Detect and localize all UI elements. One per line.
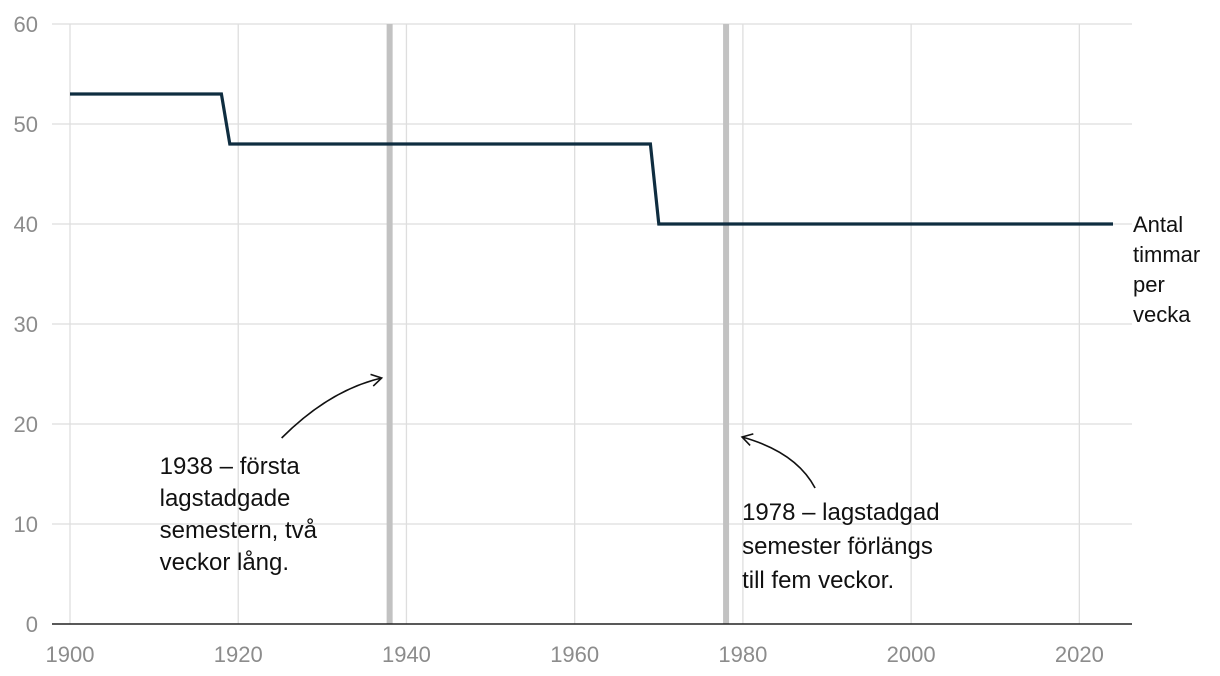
annotation-arrow-1978 — [740, 433, 816, 489]
y-tick-label: 30 — [14, 312, 38, 337]
gridlines — [52, 23, 1132, 624]
x-tick-label: 1920 — [214, 642, 263, 667]
annotation-line: lagstadgade — [160, 485, 291, 512]
series-label: Antal timmar per vecka — [1133, 212, 1200, 327]
y-tick-label: 20 — [14, 412, 38, 437]
axes: 0 10 20 30 40 50 60 1900 1920 1940 1960 1980 2000 202… — [14, 12, 1132, 667]
series-label-line: timmar — [1133, 242, 1200, 267]
y-tick-label: 10 — [14, 512, 38, 537]
annotation-line: 1978 – lagstadgad — [742, 499, 940, 526]
series-label-line: Antal — [1133, 212, 1183, 237]
y-tick-label: 40 — [14, 212, 38, 237]
y-tick-label: 60 — [14, 12, 38, 37]
annotation-1978: 1978 – lagstadgad semester förlängs till f… — [742, 499, 940, 594]
x-tick-label: 1940 — [382, 642, 431, 667]
annotation-line: till fem veckor. — [742, 567, 894, 594]
annotation-line: semestern, två — [160, 517, 318, 544]
annotation-line: semester förlängs — [742, 533, 933, 560]
annotation-arrow-1938 — [281, 373, 384, 439]
annotations: 1938 – första lagstadgade semestern, två ve… — [160, 373, 940, 594]
annotation-line: veckor lång. — [160, 549, 289, 576]
y-tick-label: 0 — [26, 612, 38, 637]
series-line-0 — [70, 92, 1113, 226]
series-labels: Antal timmar per vecka — [1133, 212, 1200, 327]
series-label-line: vecka — [1133, 302, 1191, 327]
x-tick-label: 1960 — [550, 642, 599, 667]
series-lines — [70, 92, 1113, 226]
annotation-1938: 1938 – första lagstadgade semestern, två ve… — [160, 453, 318, 576]
annotation-line: 1938 – första — [160, 453, 301, 480]
series-label-line: per — [1133, 272, 1165, 297]
x-tick-label: 1900 — [46, 642, 95, 667]
event-lines — [386, 24, 730, 624]
y-tick-label: 50 — [14, 112, 38, 137]
x-tick-label: 1980 — [718, 642, 767, 667]
x-tick-label: 2000 — [887, 642, 936, 667]
x-tick-label: 2020 — [1055, 642, 1104, 667]
